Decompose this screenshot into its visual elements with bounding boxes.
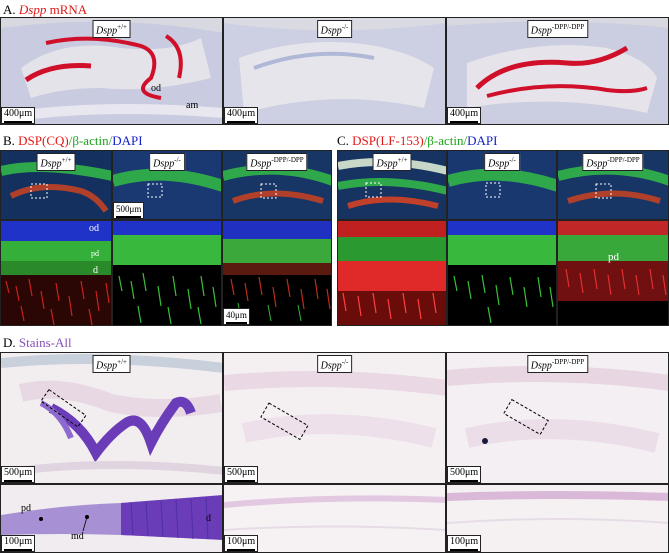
panel-d-title: D. Stains-All [3, 335, 72, 350]
genotype-label: Dspp-DPP/-DPP [582, 153, 644, 172]
panel-c-overview-dpp: Dspp-DPP/-DPP [557, 150, 669, 220]
scale-bar: 500μm [447, 466, 482, 483]
label-d: d [93, 265, 98, 276]
scale-bar: 500μm [113, 202, 145, 219]
scale-bar: 400μm [1, 107, 36, 124]
panel-b-zoom-dpp: 40μm [222, 220, 332, 326]
genotype-label: Dspp-DPP/-DPP [526, 355, 589, 374]
panel-c-zoom-wt [337, 220, 447, 326]
panel-c-overview-wt: Dspp+/+ [337, 150, 447, 220]
genotype-label: Dspp+/+ [92, 20, 131, 39]
panel-b-title: B. DSP(CQ)/β-actin/DAPI [3, 133, 143, 148]
panel-a-image-ko: Dspp-/- 400μm [223, 17, 446, 125]
label-d: d [206, 513, 211, 524]
label-pd: pd [608, 251, 619, 263]
panel-c-title: C. DSP(LF-153)/β-actin/DAPI [337, 133, 498, 148]
panel-d-zoom-ko: 100μm [223, 484, 446, 553]
scale-bar: 100μm [447, 535, 482, 552]
panel-b-overview-dpp: Dspp-DPP/-DPP [222, 150, 332, 220]
genotype-label: Dspp+/+ [36, 153, 76, 172]
panel-b-zoom-wt: od pd d [0, 220, 112, 326]
genotype-label: Dspp-DPP/-DPP [246, 153, 308, 172]
scale-bar: 500μm [224, 466, 259, 483]
scale-bar: 400μm [447, 107, 482, 124]
panel-b-zoom-ko [112, 220, 222, 326]
panel-d-image-ko: Dspp-/- 500μm [223, 352, 446, 484]
panel-d-image-dpp: Dspp-DPP/-DPP 500μm [446, 352, 669, 484]
panel-a-image-dpp: Dspp-DPP/-DPP 400μm [446, 17, 669, 125]
label-am: am [186, 100, 199, 111]
scale-bar: 400μm [224, 107, 259, 124]
scale-bar: 40μm [223, 308, 250, 325]
panel-b-overview-wt: Dspp+/+ [0, 150, 112, 220]
panel-c-zoom-ko [447, 220, 557, 326]
genotype-label: Dspp-DPP/-DPP [526, 20, 589, 39]
panel-d-zoom-wt: pd md d 100μm [0, 484, 223, 553]
genotype-label: Dspp-/- [149, 153, 185, 172]
panel-c-overview-ko: Dspp-/- [447, 150, 557, 220]
scale-bar: 100μm [224, 535, 259, 552]
genotype-label: Dspp+/+ [372, 153, 412, 172]
panel-d-image-wt: Dspp+/+ 500μm [0, 352, 223, 484]
label-pd: pd [21, 503, 31, 514]
label-od: od [89, 223, 99, 234]
panel-b-overview-ko: Dspp-/- 500μm [112, 150, 222, 220]
scale-bar: 100μm [1, 535, 36, 552]
genotype-label: Dspp+/+ [92, 355, 131, 374]
panel-a-title: A. Dspp mRNA [3, 2, 88, 17]
label-md: md [71, 531, 84, 542]
panel-a-image-wt: Dspp+/+ od am 400μm [0, 17, 223, 125]
label-pd: pd [91, 249, 99, 258]
genotype-label: Dspp-/- [316, 20, 353, 39]
label-od: od [151, 83, 161, 94]
genotype-label: Dspp-/- [316, 355, 353, 374]
panel-d-zoom-dpp: 100μm [446, 484, 669, 553]
scale-bar: 500μm [1, 466, 36, 483]
genotype-label: Dspp-/- [484, 153, 520, 172]
panel-c-zoom-dpp: pd [557, 220, 669, 326]
